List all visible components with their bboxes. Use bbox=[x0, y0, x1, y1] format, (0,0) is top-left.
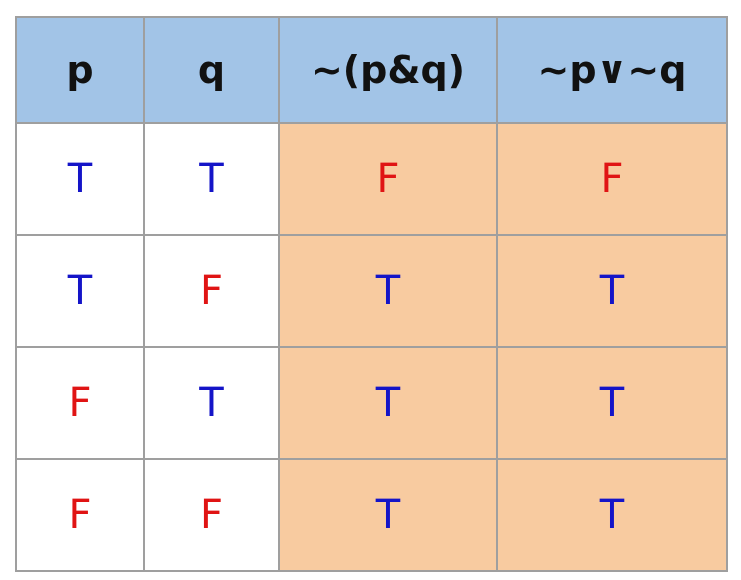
cell-not-p-or-not-q: T bbox=[496, 346, 728, 460]
header-p: p bbox=[15, 16, 145, 124]
cell-p: F bbox=[15, 458, 145, 572]
cell-q: F bbox=[143, 458, 280, 572]
cell-not-p-or-not-q: T bbox=[496, 458, 728, 572]
header-row: p q ~(p&q) ~p∨~q bbox=[15, 16, 728, 124]
header-not-p-or-not-q: ~p∨~q bbox=[496, 16, 728, 124]
cell-p: F bbox=[15, 346, 145, 460]
cell-q: T bbox=[143, 346, 280, 460]
cell-not-p-and-q: T bbox=[278, 234, 498, 348]
cell-not-p-and-q: T bbox=[278, 346, 498, 460]
cell-not-p-and-q: T bbox=[278, 458, 498, 572]
header-not-p-and-q: ~(p&q) bbox=[278, 16, 498, 124]
cell-not-p-and-q: F bbox=[278, 122, 498, 236]
cell-q: T bbox=[143, 122, 280, 236]
truth-table-header: p q ~(p&q) ~p∨~q bbox=[15, 16, 728, 124]
cell-not-p-or-not-q: T bbox=[496, 234, 728, 348]
header-q: q bbox=[143, 16, 280, 124]
table-row: F F T T bbox=[15, 458, 728, 572]
cell-p: T bbox=[15, 122, 145, 236]
table-row: T F T T bbox=[15, 234, 728, 348]
cell-not-p-or-not-q: F bbox=[496, 122, 728, 236]
table-row: T T F F bbox=[15, 122, 728, 236]
truth-table-body: T T F F T F T T F T T T F F T T bbox=[15, 122, 728, 572]
cell-p: T bbox=[15, 234, 145, 348]
cell-q: F bbox=[143, 234, 280, 348]
table-row: F T T T bbox=[15, 346, 728, 460]
truth-table: p q ~(p&q) ~p∨~q T T F F T F T T F T T T… bbox=[15, 16, 728, 572]
